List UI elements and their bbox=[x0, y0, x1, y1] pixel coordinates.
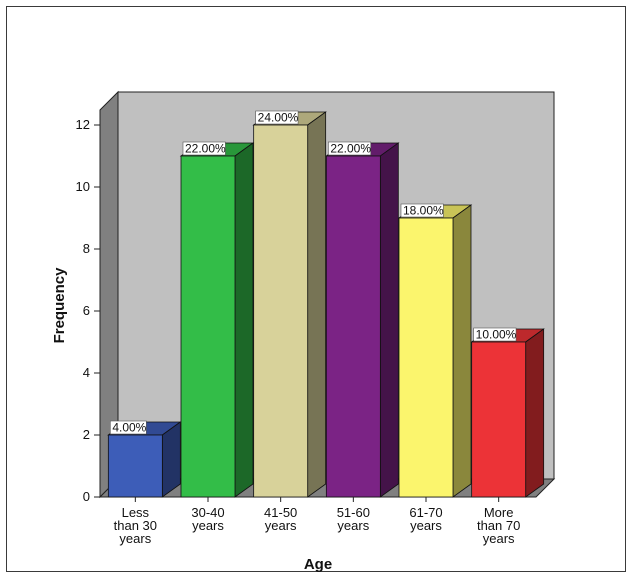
x-tick-label: 51-60 years bbox=[337, 505, 370, 533]
data-label-box bbox=[328, 141, 372, 156]
bar-front bbox=[398, 217, 454, 498]
data-label: 4.00% bbox=[112, 421, 146, 435]
x-tick-label-line: years bbox=[192, 518, 224, 533]
bar-side bbox=[234, 142, 254, 498]
bar-front bbox=[107, 434, 163, 498]
bar: 22.00% bbox=[179, 141, 255, 498]
bar-side bbox=[452, 204, 472, 498]
data-label-box bbox=[255, 110, 299, 125]
bar-front bbox=[471, 341, 527, 498]
x-tick-label-line: years bbox=[265, 518, 297, 533]
y-tick-label: 2 bbox=[83, 427, 90, 442]
bar-front bbox=[180, 155, 236, 498]
y-axis: 0 2 4 6 8 10 12 bbox=[76, 110, 101, 504]
bars: 4.00% 22.00% 24.00% 22.00% 18.00% 10.00% bbox=[107, 110, 545, 498]
data-label-box bbox=[400, 203, 444, 218]
x-tick-label: 30-40 years bbox=[191, 505, 224, 533]
x-tick-label-line: Less bbox=[122, 505, 150, 520]
y-tick-label: 8 bbox=[83, 241, 90, 256]
bar-side bbox=[379, 142, 399, 498]
bar: 10.00% bbox=[470, 327, 545, 498]
data-label-box bbox=[473, 327, 517, 342]
x-tick-label: 61-70 years bbox=[409, 505, 442, 533]
y-tick-label: 6 bbox=[83, 303, 90, 318]
x-axis-title: Age bbox=[304, 556, 332, 573]
y-tick-label: 10 bbox=[76, 179, 90, 194]
x-tick-label-line: years bbox=[119, 531, 151, 546]
bar: 18.00% bbox=[397, 203, 473, 498]
data-label: 22.00% bbox=[330, 142, 371, 156]
bar: 24.00% bbox=[252, 110, 327, 498]
bar: 4.00% bbox=[107, 420, 182, 498]
y-tick-label: 4 bbox=[83, 365, 90, 380]
x-tick-label-line: 61-70 bbox=[409, 505, 442, 520]
data-label-box bbox=[182, 141, 226, 156]
data-label: 22.00% bbox=[185, 142, 226, 156]
bar-front bbox=[253, 124, 309, 498]
bar-side bbox=[307, 111, 327, 498]
x-tick-label-line: 51-60 bbox=[337, 505, 370, 520]
y-tick-label: 12 bbox=[76, 117, 90, 132]
data-label: 18.00% bbox=[403, 204, 444, 218]
data-label: 10.00% bbox=[476, 328, 517, 342]
x-tick-label: More than 70 years bbox=[477, 505, 520, 546]
y-axis-title: Frequency bbox=[51, 267, 68, 344]
x-tick-label-line: years bbox=[410, 518, 442, 533]
x-tick-label: 41-50 years bbox=[264, 505, 297, 533]
bar-side bbox=[161, 421, 181, 498]
x-tick-label-line: More bbox=[484, 505, 514, 520]
x-tick-label: Less than 30 years bbox=[114, 505, 157, 546]
x-tick-label-line: years bbox=[483, 531, 515, 546]
x-tick-label-line: than 30 bbox=[114, 518, 157, 533]
data-label: 24.00% bbox=[258, 111, 299, 125]
bar: 22.00% bbox=[325, 141, 400, 498]
x-tick-label-line: 41-50 bbox=[264, 505, 297, 520]
bar-side bbox=[525, 328, 545, 498]
x-tick-label-line: 30-40 bbox=[191, 505, 224, 520]
x-tick-label-line: years bbox=[337, 518, 369, 533]
y-tick-label: 0 bbox=[83, 489, 90, 504]
data-label-box bbox=[110, 420, 147, 435]
bar-front bbox=[325, 155, 381, 498]
x-tick-label-line: than 70 bbox=[477, 518, 520, 533]
